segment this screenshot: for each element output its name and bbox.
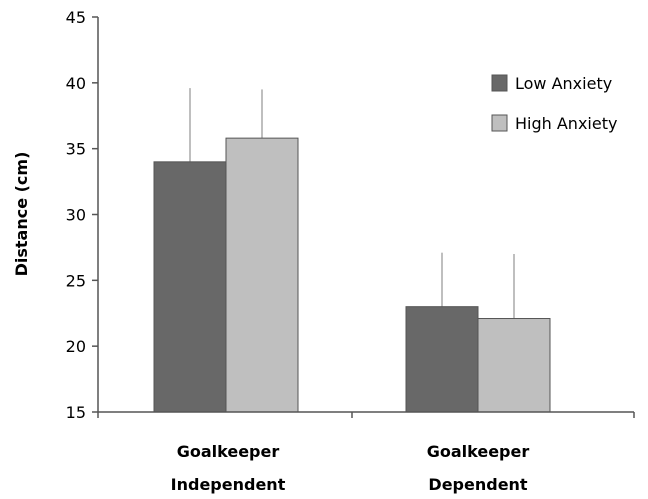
legend-label-1: High Anxiety (515, 114, 617, 133)
y-tick-label-45: 45 (66, 8, 86, 27)
category-label-1-1: Dependent (428, 475, 528, 494)
y-tick-label-25: 25 (66, 271, 86, 290)
y-tick-label-15: 15 (66, 403, 86, 422)
legend-swatch-1 (491, 114, 508, 132)
bar-low-anxiety-1 (405, 306, 479, 413)
y-tick-label-40: 40 (66, 74, 86, 93)
bar-high-anxiety-1 (477, 318, 551, 413)
legend-label-0: Low Anxiety (515, 74, 612, 93)
category-label-0-0: Goalkeeper (177, 442, 280, 461)
y-axis-title: Distance (cm) (12, 152, 31, 277)
y-tick-label-30: 30 (66, 206, 86, 225)
y-tick-label-35: 35 (66, 140, 86, 159)
category-label-0-1: Independent (171, 475, 286, 494)
bar-low-anxiety-0 (153, 161, 227, 413)
category-label-1-0: Goalkeeper (427, 442, 530, 461)
y-tick-label-20: 20 (66, 337, 86, 356)
bar-high-anxiety-0 (225, 137, 299, 413)
legend-swatch-0 (491, 74, 508, 92)
